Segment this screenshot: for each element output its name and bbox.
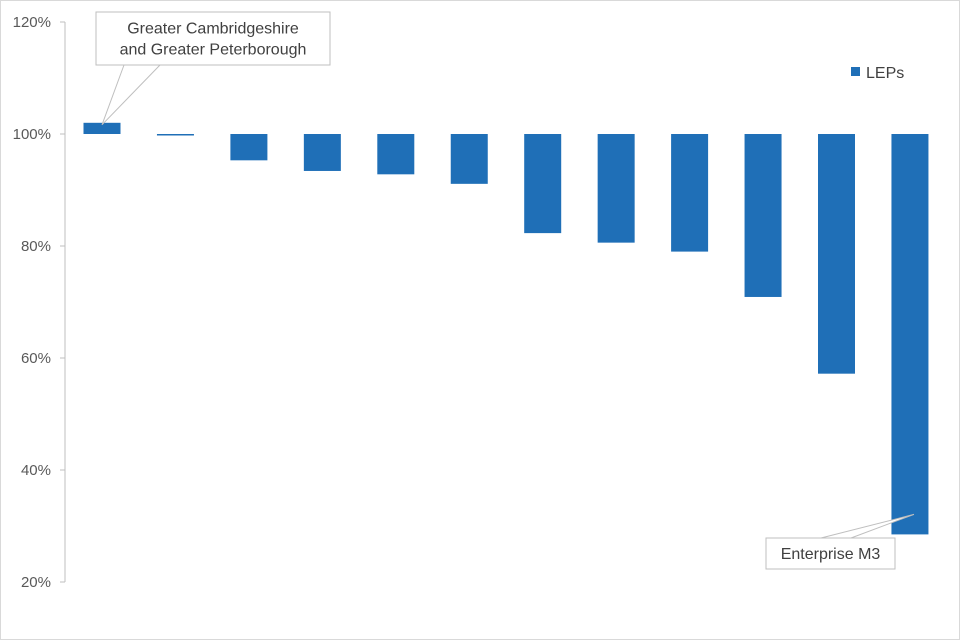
bar xyxy=(671,134,709,252)
bar xyxy=(891,134,929,535)
y-tick-label: 100% xyxy=(13,126,51,143)
y-axis: 20% 40% 60% 80% 100% 120% xyxy=(13,14,66,591)
legend-label: LEPs xyxy=(866,65,904,82)
bar xyxy=(818,134,855,374)
callout-box xyxy=(765,537,896,570)
y-tick-label: 80% xyxy=(21,238,51,255)
y-tick-label: 40% xyxy=(21,462,51,479)
callout-pointer xyxy=(101,64,161,126)
bar xyxy=(524,134,562,234)
y-tick-label: 120% xyxy=(13,14,51,31)
bar xyxy=(156,134,194,136)
bar xyxy=(597,134,635,243)
bar xyxy=(230,134,268,161)
callout-pointer xyxy=(820,513,915,539)
legend-swatch xyxy=(851,67,860,76)
y-tick-label: 20% xyxy=(21,574,51,591)
y-tick-label: 60% xyxy=(21,350,51,367)
bar xyxy=(377,134,415,175)
bar xyxy=(83,122,121,134)
bar xyxy=(303,134,341,171)
bar xyxy=(744,134,782,297)
legend: LEPs xyxy=(851,65,904,82)
bar xyxy=(450,134,488,184)
bars xyxy=(83,122,929,535)
annotations: Greater Cambridgeshire and Greater Peterb… xyxy=(95,11,915,570)
callout-label: and Greater Peterborough xyxy=(120,42,307,59)
callout-label: Greater Cambridgeshire xyxy=(127,21,299,38)
callout-label: Enterprise M3 xyxy=(781,546,881,563)
callout-box xyxy=(95,11,331,66)
